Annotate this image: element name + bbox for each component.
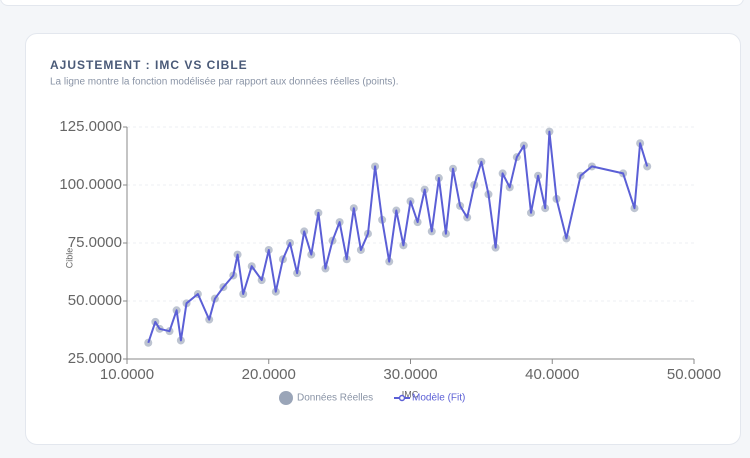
chart-subtitle: La ligne montre la fonction modélisée pa…	[50, 77, 399, 88]
y-tick-label: 125.0000	[59, 118, 122, 135]
legend-swatch	[279, 391, 293, 405]
fit-line	[147, 130, 649, 344]
chart-title: AJUSTEMENT : IMC VS CIBLE	[50, 58, 248, 72]
x-tick-label: 30.0000	[383, 366, 437, 383]
y-axis-label: Cible	[64, 248, 74, 269]
y-tick-label: 25.0000	[68, 350, 122, 367]
data-point	[643, 162, 652, 171]
y-tick-label: 100.0000	[59, 176, 122, 193]
x-axis-label: IMC	[402, 389, 419, 399]
y-tick-label: 75.0000	[68, 234, 122, 251]
chart-card	[25, 33, 741, 445]
x-tick-label: 10.0000	[100, 366, 154, 383]
x-tick-label: 40.0000	[525, 366, 579, 383]
legend-label: Données Réelles	[297, 393, 373, 404]
x-tick-label: 50.0000	[667, 366, 721, 383]
legend-swatch-dot	[398, 394, 406, 402]
legend-label: Modèle (Fit)	[412, 393, 465, 404]
y-tick-label: 50.0000	[68, 292, 122, 309]
x-tick-label: 20.0000	[242, 366, 296, 383]
